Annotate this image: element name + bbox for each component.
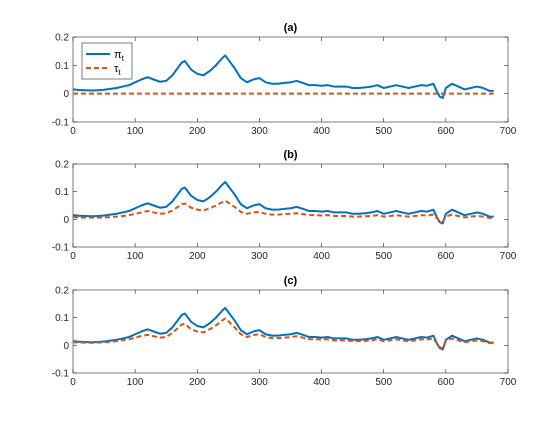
plot-area <box>72 163 509 248</box>
chart-title: (a) <box>284 22 298 34</box>
y-tick-label: 0.2 <box>55 33 69 44</box>
x-tick-label: 0 <box>70 126 76 137</box>
x-tick-label: 300 <box>251 126 268 137</box>
x-tick-label: 200 <box>189 251 206 262</box>
plot-area <box>72 36 509 123</box>
y-tick-label: 0 <box>63 341 69 352</box>
x-tick-label: 500 <box>375 377 392 388</box>
plot-area <box>72 289 509 374</box>
y-tick-label: -0.1 <box>52 369 70 380</box>
x-tick-label: 200 <box>189 377 206 388</box>
y-tick-label: 0.1 <box>55 187 69 198</box>
legend-label: πt <box>114 49 125 63</box>
x-tick-label: 0 <box>70 377 76 388</box>
legend-subscript: t <box>122 54 125 63</box>
x-tick-label: 300 <box>251 377 268 388</box>
series-pi-line <box>72 306 494 351</box>
x-tick-label: 100 <box>127 126 144 137</box>
y-tick-label: 0 <box>63 215 69 226</box>
x-tick-label: 400 <box>313 251 330 262</box>
chart-panel-2: (b)0 100 200 300 400 500 600 700-0.100.10.2 <box>52 149 517 262</box>
legend-symbol: τ <box>114 63 119 75</box>
x-tick-label: 700 <box>500 377 517 388</box>
x-tick-label: 400 <box>313 377 330 388</box>
legend-label: τt <box>114 63 121 77</box>
chart-title: (b) <box>283 149 297 161</box>
x-tick-label: 0 <box>70 251 76 262</box>
y-tick-label: 0 <box>63 89 69 100</box>
legend-symbol: π <box>114 49 122 61</box>
y-tick-label: -0.1 <box>52 243 70 254</box>
x-tick-label: 500 <box>375 126 392 137</box>
y-tick-label: 0.1 <box>55 61 69 72</box>
y-tick-label: 0.2 <box>55 286 69 297</box>
x-tick-label: 600 <box>438 126 455 137</box>
legend-subscript: t <box>118 68 121 77</box>
series-tau-line <box>72 317 494 350</box>
x-tick-label: 300 <box>251 251 268 262</box>
x-tick-label: 100 <box>127 251 144 262</box>
x-tick-label: 600 <box>438 377 455 388</box>
y-tick-label: 0.2 <box>55 160 69 171</box>
chart-title: (c) <box>284 275 298 287</box>
series-pi-line <box>72 180 494 225</box>
x-tick-label: 700 <box>500 126 517 137</box>
x-tick-label: 700 <box>500 251 517 262</box>
series-pi-line <box>72 54 494 99</box>
series-tau-line <box>72 199 494 223</box>
x-tick-label: 600 <box>438 251 455 262</box>
x-tick-label: 200 <box>189 126 206 137</box>
x-tick-label: 500 <box>375 251 392 262</box>
y-tick-label: -0.1 <box>52 118 70 129</box>
x-tick-label: 400 <box>313 126 330 137</box>
legend-box <box>81 42 133 80</box>
chart-panel-3: (c)0 100 200 300 400 500 600 700-0.100.10.2 <box>52 275 517 388</box>
y-tick-label: 0.1 <box>55 313 69 324</box>
x-tick-label: 100 <box>127 377 144 388</box>
